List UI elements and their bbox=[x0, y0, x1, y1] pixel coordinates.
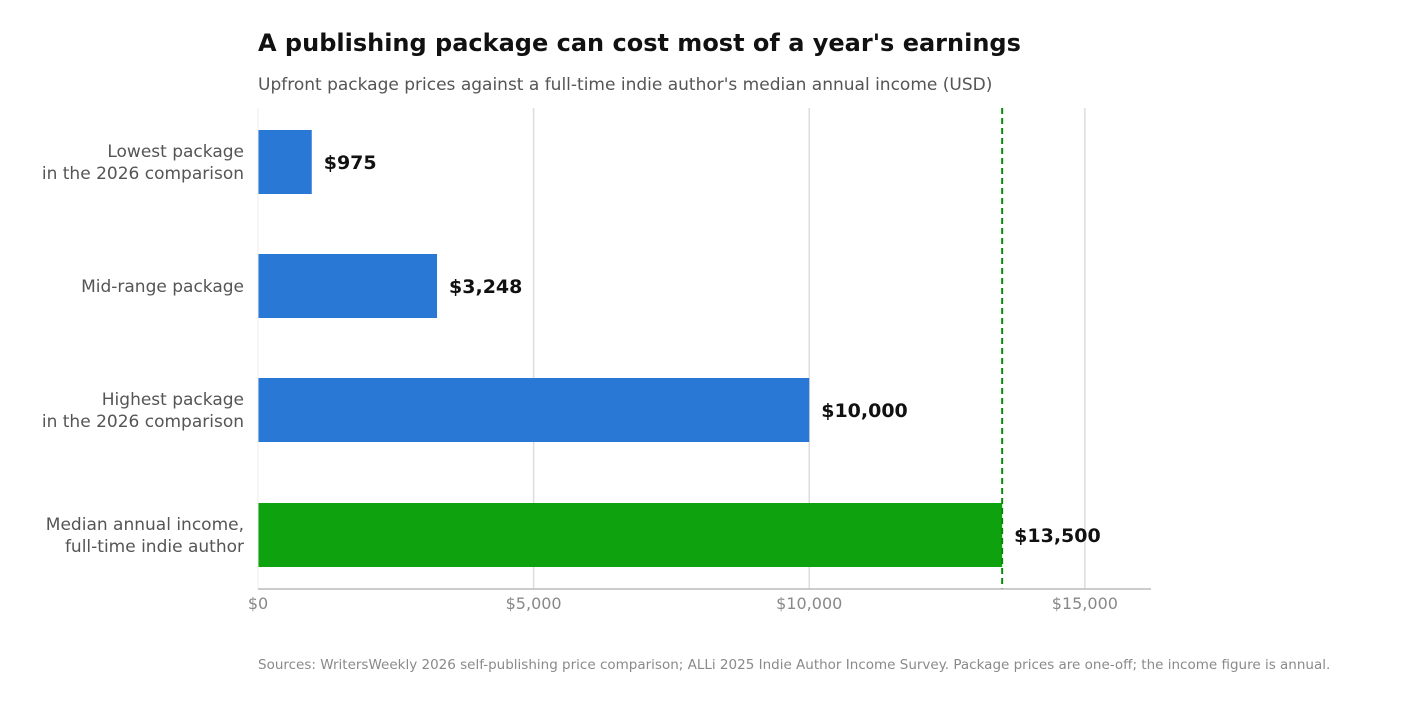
bar-0 bbox=[258, 130, 312, 194]
category-label-3-0: Median annual income, bbox=[46, 515, 244, 535]
value-label-3: $13,500 bbox=[1014, 525, 1101, 547]
x-tick-label-1: $5,000 bbox=[506, 594, 562, 613]
chart-title: A publishing package can cost most of a … bbox=[258, 29, 1021, 57]
category-label-0-0: Lowest package bbox=[107, 142, 244, 162]
chart-subtitle: Upfront package prices against a full-ti… bbox=[258, 75, 993, 95]
bar-2 bbox=[258, 378, 810, 442]
bar-3 bbox=[258, 503, 1003, 567]
category-label-0-1: in the 2026 comparison bbox=[42, 164, 244, 184]
value-label-2: $10,000 bbox=[821, 400, 908, 422]
x-tick-label-2: $10,000 bbox=[776, 594, 842, 613]
category-label-1-0: Mid-range package bbox=[81, 277, 244, 297]
value-label-1: $3,248 bbox=[449, 276, 522, 298]
value-label-0: $975 bbox=[324, 152, 377, 174]
category-label-2-0: Highest package bbox=[102, 390, 244, 410]
x-tick-label-3: $15,000 bbox=[1052, 594, 1118, 613]
x-tick-label-0: $0 bbox=[248, 594, 268, 613]
source-note: Sources: WritersWeekly 2026 self-publish… bbox=[258, 657, 1331, 673]
category-label-2-1: in the 2026 comparison bbox=[42, 412, 244, 432]
category-label-3-1: full-time indie author bbox=[65, 537, 244, 557]
bar-1 bbox=[258, 254, 438, 318]
